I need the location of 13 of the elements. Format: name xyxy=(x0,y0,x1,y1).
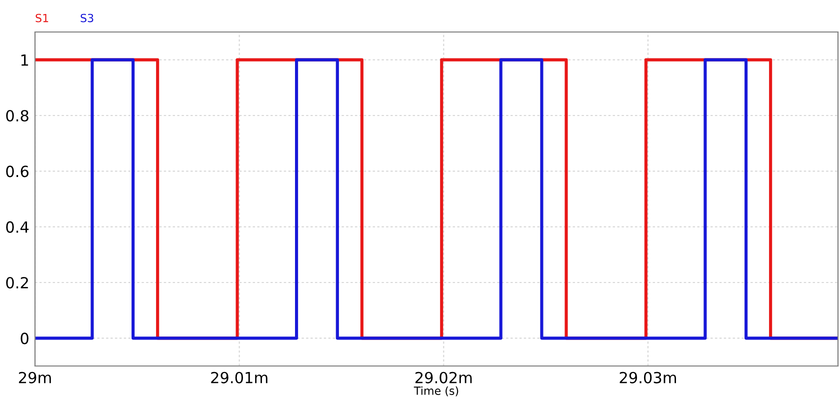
y-tick-label: 0 xyxy=(20,332,28,344)
y-tick-label: 0.6 xyxy=(6,166,28,178)
text: S3 xyxy=(80,14,94,22)
y-tick-label: 0.4 xyxy=(6,221,29,233)
text: S1 xyxy=(36,14,48,22)
x-tick-label: 29.03m xyxy=(620,372,676,384)
y-tick-label: 1 xyxy=(21,54,28,66)
x-tick-label: 29.02m xyxy=(415,372,472,384)
x-tick-label: 29m xyxy=(18,372,51,384)
y-tick-label: 0.8 xyxy=(6,110,28,122)
x-tick-label: 29.01m xyxy=(211,372,268,384)
x-axis-title: Time (s) xyxy=(414,386,458,396)
y-tick-label: 0.2 xyxy=(6,276,28,289)
